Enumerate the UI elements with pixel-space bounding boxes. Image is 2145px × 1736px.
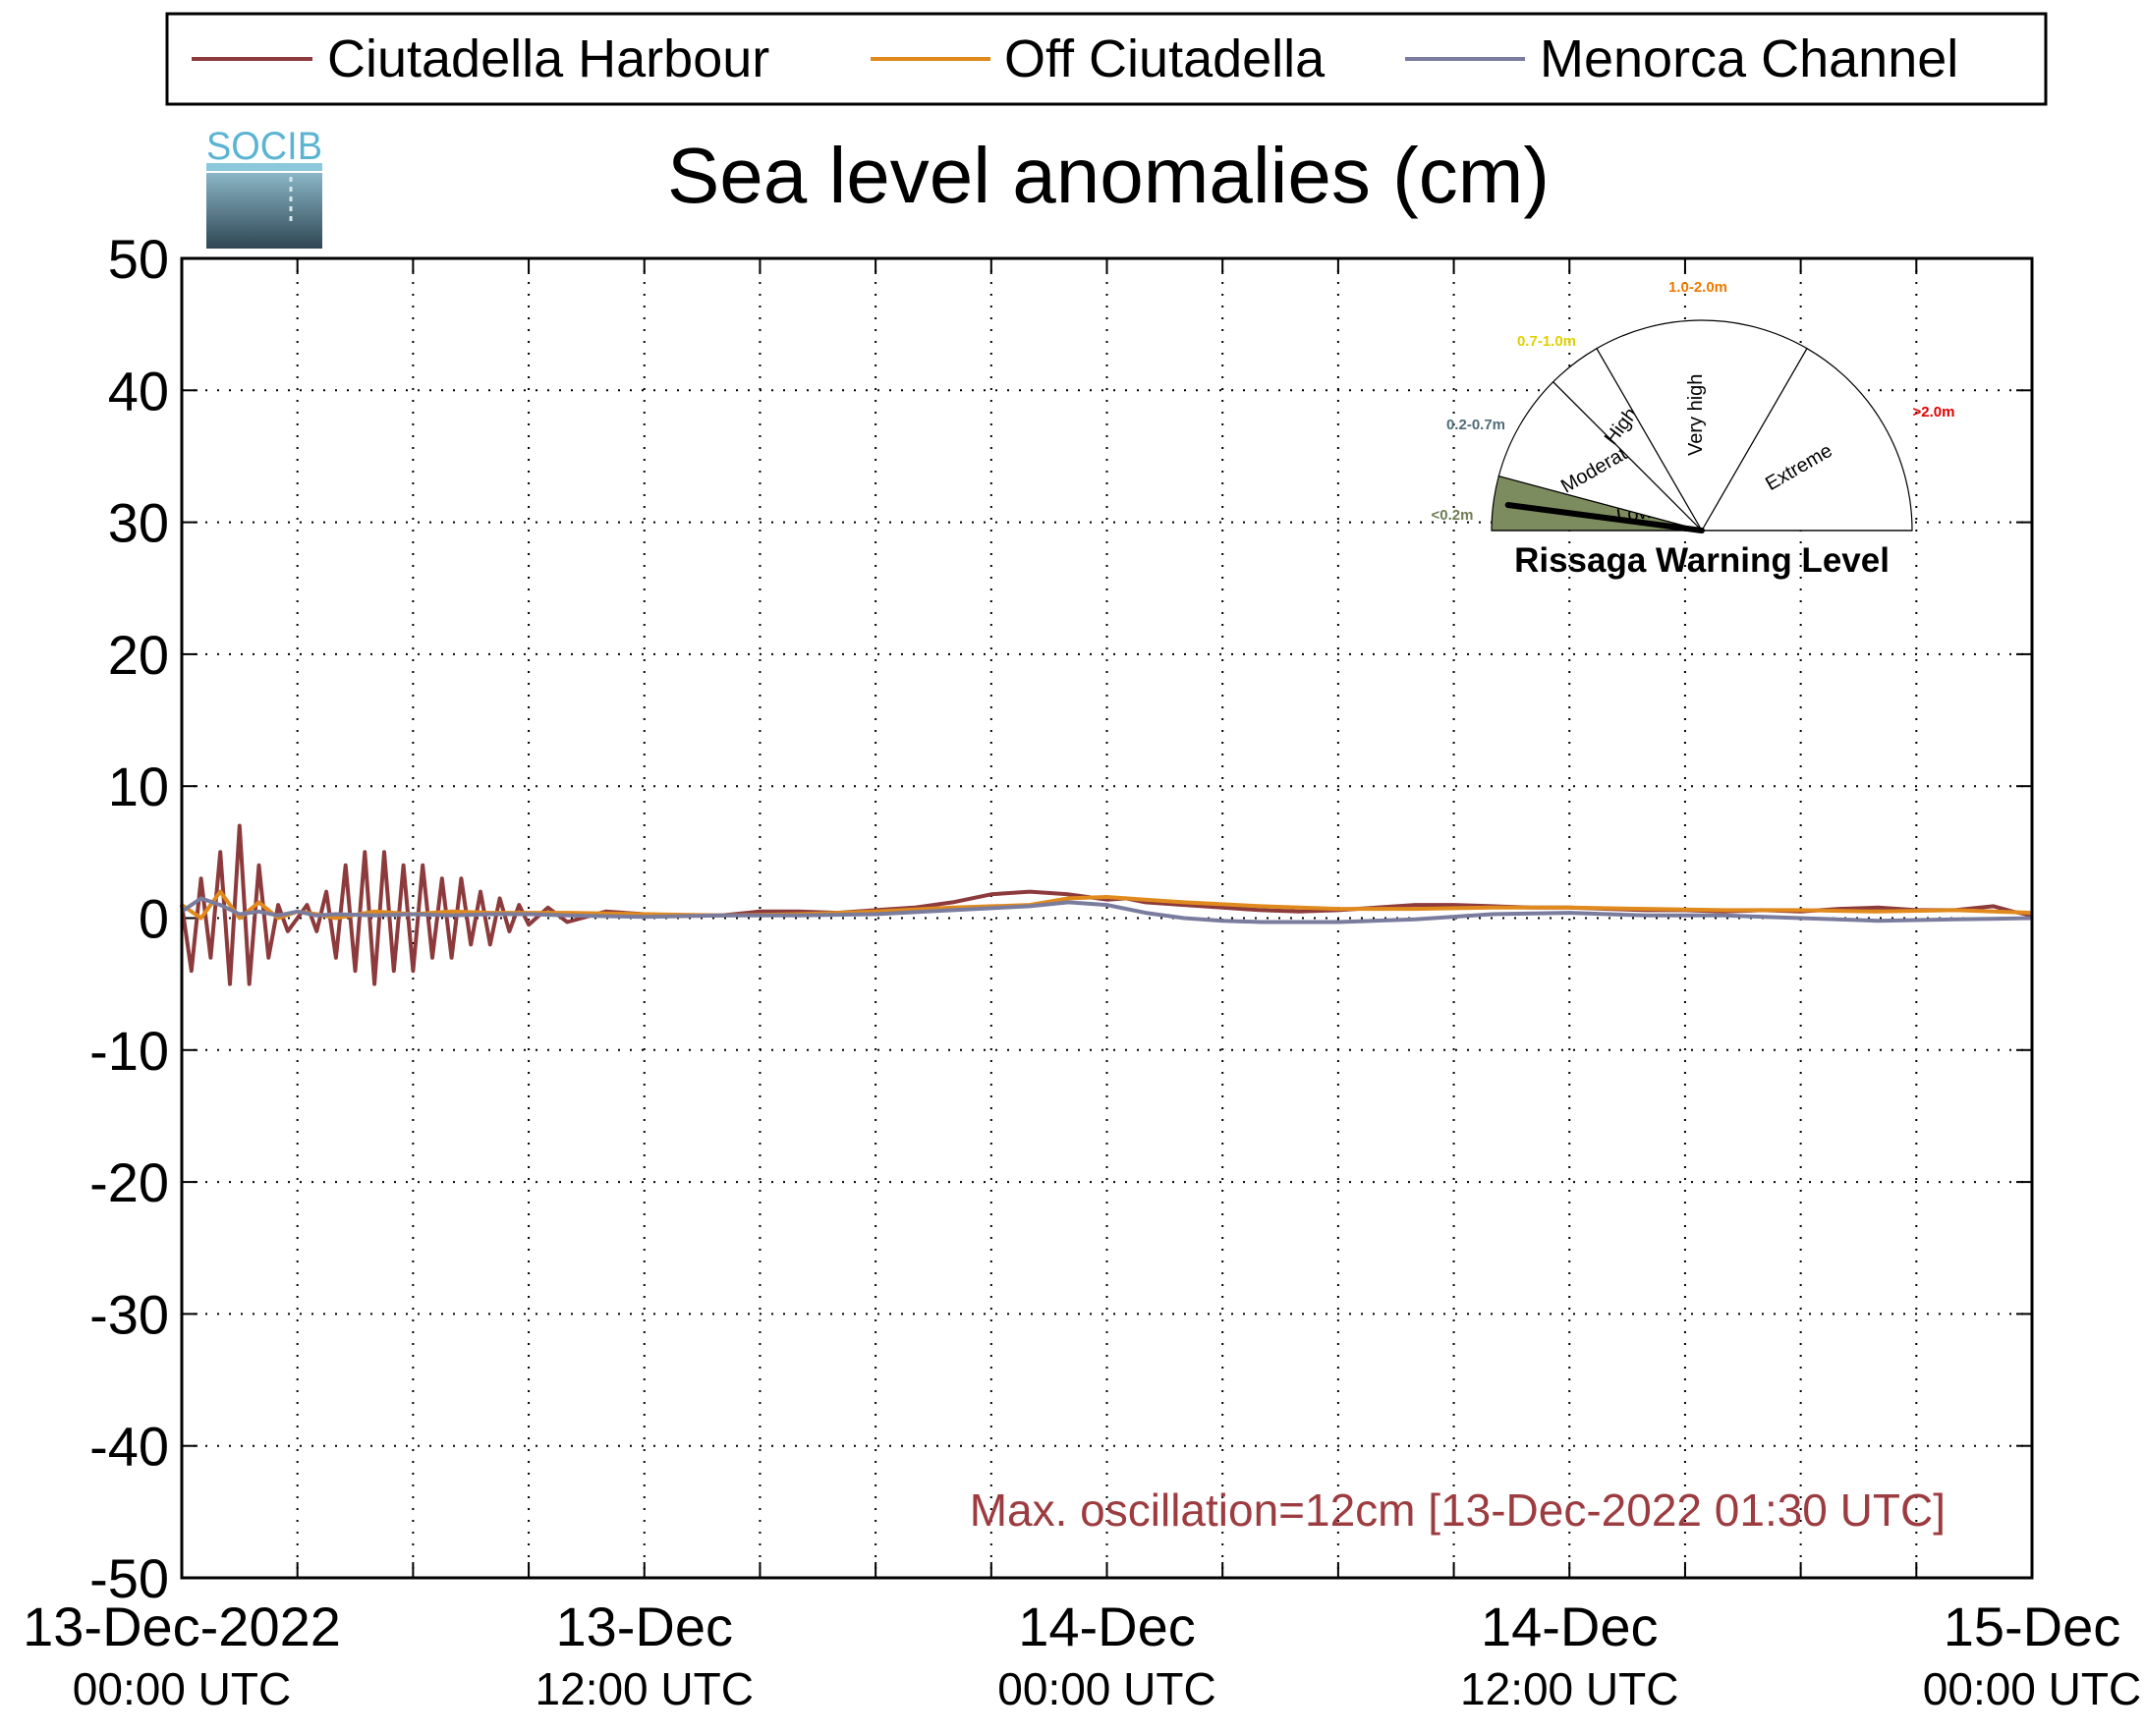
gauge-range-label: <0.2m [1432,507,1474,524]
gauge-sector-very-high [1596,319,1808,532]
legend-label-menorca-channel: Menorca Channel [1540,29,1958,88]
gauge-sector-label: Very high [1685,374,1707,456]
legend-label-ciutadella-harbour: Ciutadella Harbour [327,29,769,88]
gauge-sector-moderate [1497,380,1705,532]
x-tick-label-date: 14-Dec [1481,1596,1659,1657]
plot-frame [180,256,2034,1580]
x-tick-label-time: 12:00 UTC [536,1663,754,1714]
y-tick-label: -10 [89,1020,169,1082]
series-line-menorca-channel [180,896,2033,924]
x-tick-label-time: 00:00 UTC [1923,1663,2141,1714]
x-tick-label-date: 13-Dec [555,1596,733,1657]
y-tick-label: -20 [89,1151,169,1213]
gauge-sector-extreme [1700,347,1913,532]
x-tick-labels: 13-Dec-2022 00:00 UTC 13-Dec 12:00 UTC 14-De… [23,1596,2141,1714]
x-tick-label-time: 00:00 UTC [73,1663,291,1714]
x-tick-label-date: 14-Dec [1018,1596,1196,1657]
legend-box [165,12,2048,106]
y-tick-label: -30 [89,1283,169,1345]
grid [182,258,2032,1578]
legend: Ciutadella Harbour Off Ciutadella Menorc… [165,12,2048,106]
logo-text: SOCIB [206,125,322,168]
gauge-title: Rissaga Warning Level [1514,541,1890,580]
y-tick-label: 20 [108,624,169,686]
gauge-range-label: 0.2-0.7m [1446,417,1505,433]
y-tick-label: -40 [89,1416,169,1478]
y-tick-labels: 50 40 30 20 10 0 -10 -20 -30 -40 -50 [89,228,169,1609]
socib-logo: SOCIB [206,125,322,249]
x-tick-label-time: 12:00 UTC [1460,1663,1678,1714]
x-tick-label-date: 13-Dec-2022 [23,1596,341,1657]
y-tick-label: 0 [139,888,169,950]
x-tick-label-time: 00:00 UTC [997,1663,1215,1714]
series-group [180,823,2033,986]
y-tick-label: 40 [108,360,169,421]
y-tick-label: 30 [108,492,169,554]
max-oscillation-annotation: Max. oscillation=12cm [13-Dec-2022 01:30… [970,1484,1946,1536]
y-tick-label: 50 [108,228,169,290]
logo-block [206,173,322,249]
gauge-range-label: 0.7-1.0m [1517,333,1576,350]
chart-title: Sea level anomalies (cm) [667,132,1550,219]
logo-band [206,163,322,171]
y-tick-label: -50 [89,1547,169,1609]
gauge-needle [1504,502,1705,533]
x-tick-label-date: 15-Dec [1944,1596,2121,1657]
gauge-range-label: >2.0m [1913,404,1955,420]
y-tick-label: 10 [108,756,169,817]
gauge-range-label: 1.0-2.0m [1668,279,1727,296]
legend-label-off-ciutadella: Off Ciutadella [1004,29,1326,88]
